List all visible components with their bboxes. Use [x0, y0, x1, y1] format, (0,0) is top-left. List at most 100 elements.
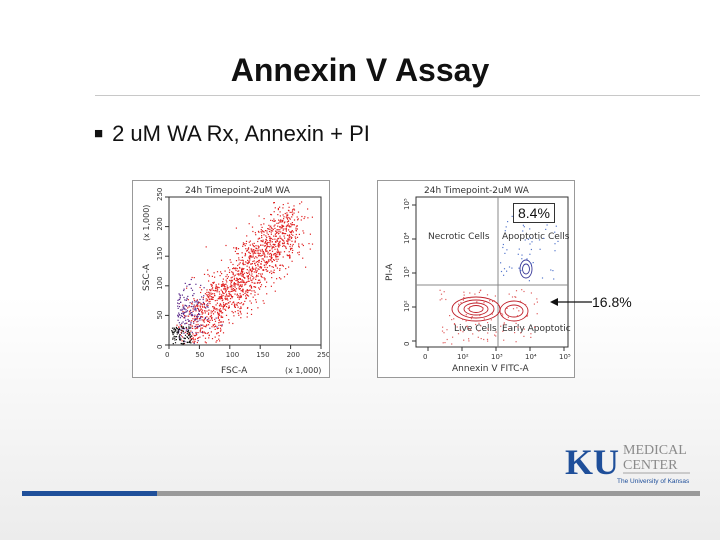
event-dot — [216, 328, 218, 330]
event-dot — [532, 262, 534, 264]
event-dot — [203, 325, 205, 327]
event-dot — [181, 315, 183, 318]
event-dot — [186, 341, 188, 343]
event-dot — [192, 306, 194, 308]
event-dot — [193, 321, 195, 323]
event-dot — [222, 285, 224, 287]
event-dot — [554, 243, 556, 245]
event-dot — [266, 262, 268, 264]
event-dot — [203, 303, 205, 305]
logo-line-medical: MEDICAL — [623, 443, 687, 458]
event-dot — [439, 299, 441, 301]
event-dot — [230, 294, 232, 296]
event-dot — [173, 335, 175, 337]
event-dot — [191, 289, 194, 291]
event-dot — [217, 314, 219, 316]
event-dot — [519, 300, 522, 302]
event-dot — [216, 340, 218, 342]
event-dot — [250, 255, 252, 257]
event-dot — [557, 240, 559, 242]
x-tick-label: 0 — [165, 351, 169, 359]
event-dot — [263, 252, 265, 254]
event-dot — [250, 275, 252, 277]
event-dot — [293, 224, 295, 226]
event-dot — [224, 288, 227, 290]
event-dot — [270, 259, 272, 261]
event-dot — [279, 253, 281, 255]
event-dot — [242, 291, 244, 293]
event-dot — [241, 281, 243, 283]
event-dot — [171, 327, 174, 329]
event-dot — [203, 295, 205, 297]
event-dot — [211, 275, 213, 277]
event-dot — [196, 317, 198, 320]
event-dot — [232, 271, 234, 274]
y-tick-label: 10⁴ — [403, 232, 411, 244]
event-dot — [181, 308, 183, 310]
event-dot — [478, 330, 480, 332]
event-dot — [236, 283, 238, 285]
event-dot — [545, 228, 547, 230]
event-dot — [239, 310, 241, 312]
event-dot — [206, 324, 208, 326]
event-dot — [214, 276, 216, 278]
event-dot — [258, 273, 260, 275]
event-dot — [480, 289, 482, 291]
event-dot — [207, 306, 209, 308]
event-dot — [238, 314, 240, 316]
event-dot — [232, 268, 234, 270]
event-dot — [234, 303, 236, 305]
event-dot — [188, 333, 190, 335]
event-dot — [182, 342, 184, 345]
event-dot — [264, 230, 267, 232]
event-dot — [199, 317, 202, 319]
event-dot — [196, 300, 198, 302]
event-dot — [278, 243, 280, 246]
event-dot — [251, 256, 253, 258]
event-dot — [277, 244, 279, 246]
event-dot — [457, 333, 460, 335]
event-dot — [260, 267, 262, 269]
event-dot — [193, 304, 195, 306]
event-dot — [245, 243, 247, 245]
event-dot — [503, 268, 506, 270]
event-dot — [206, 291, 208, 293]
event-dot — [209, 289, 211, 291]
event-dot — [463, 297, 465, 299]
event-dot — [246, 235, 248, 237]
event-dot — [203, 319, 205, 321]
event-dot — [226, 285, 228, 287]
event-dot — [265, 238, 267, 240]
event-dot — [258, 282, 260, 284]
event-dot — [260, 260, 263, 263]
event-dot — [177, 331, 179, 334]
event-dot — [228, 319, 230, 321]
event-dot — [191, 276, 193, 279]
event-dot — [270, 256, 272, 258]
event-dot — [200, 284, 202, 286]
event-dot — [292, 249, 294, 251]
event-dot — [239, 278, 241, 280]
annexin-pi-contour-svg: 24h Timepoint-2uM WA Necrotic Cells Apop… — [385, 186, 574, 374]
event-dot — [211, 319, 213, 321]
event-dot — [207, 273, 209, 276]
event-dot — [259, 279, 261, 281]
event-dot — [188, 313, 190, 315]
event-dot — [231, 280, 233, 282]
event-dot — [230, 283, 232, 285]
event-dot — [213, 306, 215, 308]
event-dot — [266, 256, 268, 258]
event-dot — [233, 275, 235, 277]
event-dot — [468, 340, 470, 342]
event-dot — [203, 273, 206, 275]
event-dot — [177, 315, 179, 317]
event-dot — [258, 246, 260, 248]
event-dot — [283, 216, 285, 218]
event-dot — [265, 264, 267, 266]
event-dot — [201, 327, 204, 329]
event-dot — [258, 215, 260, 217]
event-dot — [197, 340, 199, 342]
event-dot — [242, 294, 244, 296]
event-dot — [285, 216, 287, 218]
event-dot — [274, 235, 277, 237]
